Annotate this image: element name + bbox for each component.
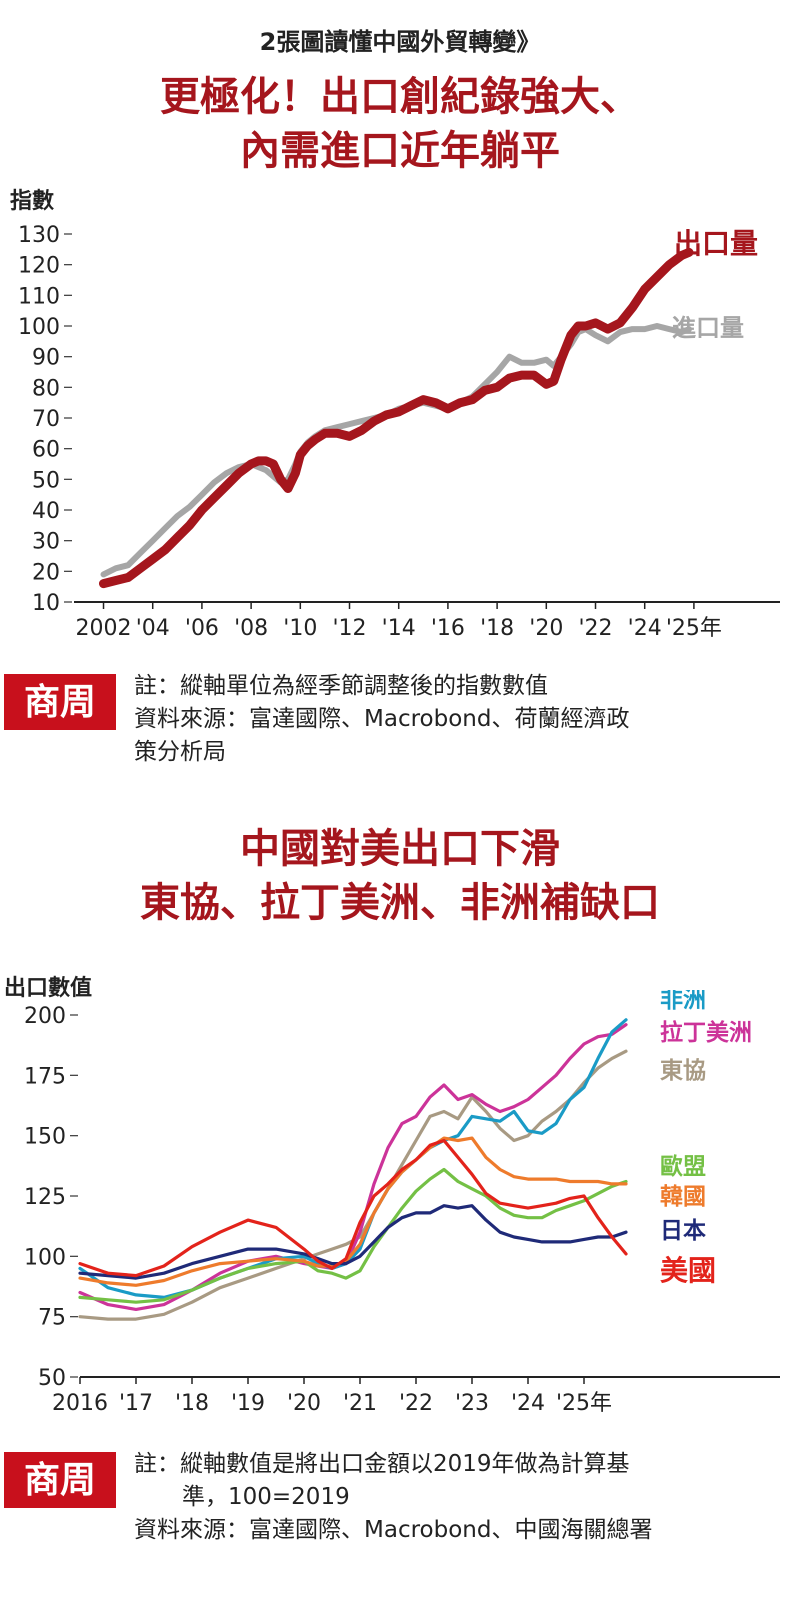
y-tick-label: 80 — [32, 376, 60, 401]
brand-logo: 商周 — [4, 1452, 116, 1508]
x-tick-label: '22 — [578, 616, 612, 641]
chart2-title-line-2: 東協、拉丁美洲、非洲補缺口 — [140, 880, 660, 926]
x-tick-label: '17 — [119, 1391, 153, 1416]
y-tick-label: 150 — [24, 1125, 66, 1150]
series-line — [78, 1136, 628, 1287]
chart1-note-line: 資料來源：富達國際、Macrobond、荷蘭經濟政 — [134, 706, 630, 732]
y-tick-label: 100 — [24, 1245, 66, 1270]
x-tick-label: '06 — [185, 616, 219, 641]
y-tick-label: 125 — [24, 1185, 66, 1210]
y-tick-label: 50 — [38, 1366, 66, 1391]
y-tick-label: 90 — [32, 346, 60, 371]
chart1-title-line-2: 內需進口近年躺平 — [240, 128, 560, 174]
series-label: 東協 — [660, 1058, 706, 1084]
series-line — [78, 1204, 628, 1280]
chart2-ylabel: 出口數值 — [4, 976, 93, 1001]
x-tick-label: '14 — [382, 616, 416, 641]
series-label: 韓國 — [660, 1183, 706, 1210]
x-tick-label: '25年 — [666, 616, 722, 641]
chart2-title: 中國對美出口下滑 東協、拉丁美洲、非洲補缺口 — [0, 822, 800, 930]
x-tick-label: 2016 — [52, 1391, 108, 1416]
chart2-exports-by-region: 50 75 100 125 150 175 200 2016 '17 '18 '19 '20 '21 '2… — [24, 990, 780, 1416]
x-tick-label: '18 — [480, 616, 514, 641]
series-line — [99, 247, 694, 589]
chart1-title: 更極化！出口創紀錄強大、 內需進口近年躺平 — [0, 70, 800, 178]
chart1-note-line: 策分析局 — [134, 739, 226, 765]
chart1-note: 註：縱軸單位為經季節調整後的指數數值 資料來源：富達國際、Macrobond、荷… — [134, 670, 629, 769]
series-label: 進口量 — [672, 314, 744, 342]
chart1-export-import-volume: 10 20 30 40 50 60 70 80 90 100 110 120 130 2002'04 '06… — [18, 223, 780, 641]
series-label: 美國 — [660, 1254, 716, 1287]
kicker-title: 2張圖讀懂中國外貿轉變》 — [259, 28, 541, 56]
chart2-title-line-1: 中國對美出口下滑 — [240, 826, 560, 872]
y-tick-label: 30 — [32, 530, 60, 555]
x-tick-label: '12 — [332, 616, 366, 641]
x-tick-label: '24 — [628, 616, 662, 641]
y-tick-label: 100 — [18, 315, 60, 340]
brand-logo: 商周 — [4, 674, 116, 730]
y-tick-label: 10 — [32, 591, 60, 616]
x-tick-label: '20 — [529, 616, 563, 641]
x-tick-label: '19 — [231, 1391, 265, 1416]
series-line — [78, 1023, 628, 1311]
y-tick-label: 175 — [24, 1064, 66, 1089]
x-tick-label: '20 — [287, 1391, 321, 1416]
series-line — [78, 1138, 628, 1278]
chart2-note-line: 準，100=2019 — [182, 1484, 350, 1510]
x-tick-label: 2002 — [76, 616, 132, 641]
series-label: 非洲 — [660, 990, 706, 1013]
chart2-note-line: 註：縱軸數值是將出口金額以2019年做為計算基 — [134, 1451, 630, 1477]
chart1-ylabel: 指數 — [10, 189, 55, 214]
series-line — [78, 1049, 628, 1321]
y-tick-label: 50 — [32, 468, 60, 493]
x-tick-label: '16 — [431, 616, 465, 641]
x-tick-label: '24 — [511, 1391, 545, 1416]
y-tick-label: 60 — [32, 438, 60, 463]
y-tick-label: 40 — [32, 499, 60, 524]
series-label: 歐盟 — [660, 1153, 706, 1180]
x-tick-label: '08 — [234, 616, 268, 641]
chart1-note-line: 註：縱軸單位為經季節調整後的指數數值 — [134, 673, 548, 699]
series-line — [78, 1167, 628, 1304]
series-label: 日本 — [660, 1218, 706, 1244]
x-tick-label: '18 — [175, 1391, 209, 1416]
chart1-title-line-1: 更極化！出口創紀錄強大、 — [160, 74, 640, 120]
chart2-note-line: 資料來源：富達國際、Macrobond、中國海關總署 — [134, 1517, 653, 1543]
y-tick-label: 70 — [32, 407, 60, 432]
x-tick-label: '04 — [136, 616, 170, 641]
y-tick-label: 200 — [24, 1004, 66, 1029]
series-line — [78, 1018, 628, 1299]
series-label: 出口量 — [674, 227, 758, 260]
y-tick-label: 75 — [38, 1306, 66, 1331]
x-tick-label: '25年 — [556, 1391, 612, 1416]
chart2-note: 註：縱軸數值是將出口金額以2019年做為計算基 準，100=2019 資料來源：… — [134, 1448, 652, 1547]
series-label: 拉丁美洲 — [660, 1019, 752, 1046]
y-tick-label: 20 — [32, 560, 60, 585]
y-tick-label: 110 — [18, 284, 60, 309]
x-tick-label: '10 — [283, 616, 317, 641]
series-line — [100, 323, 692, 578]
x-tick-label: '23 — [455, 1391, 489, 1416]
y-tick-label: 130 — [18, 223, 60, 248]
x-tick-label: '21 — [343, 1391, 377, 1416]
y-tick-label: 120 — [18, 254, 60, 279]
x-tick-label: '22 — [399, 1391, 433, 1416]
